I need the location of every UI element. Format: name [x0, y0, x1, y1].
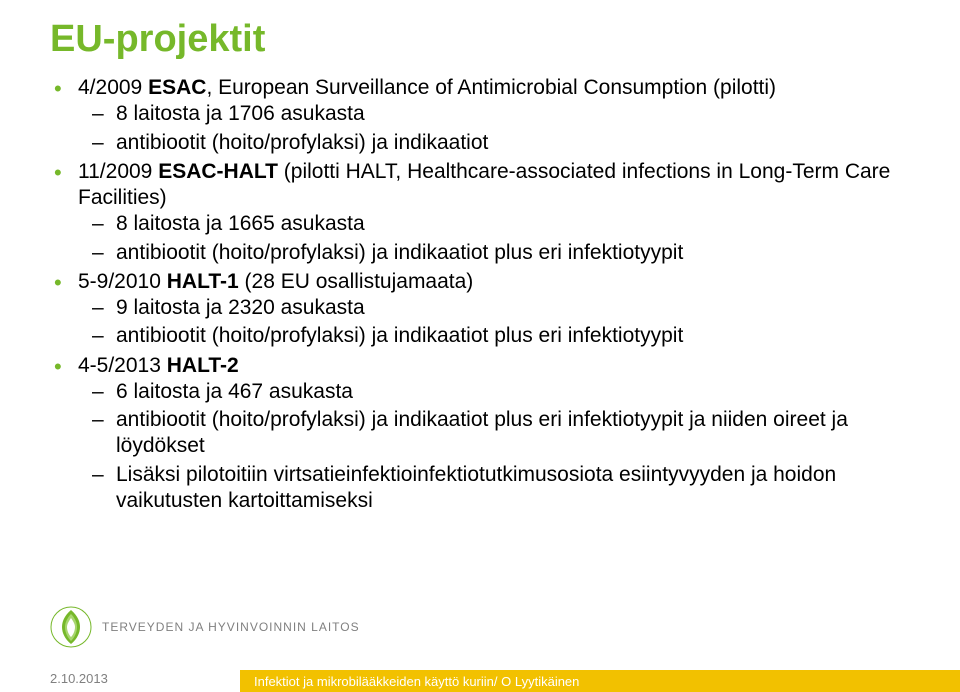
footer-label: Infektiot ja mikrobilääkkeiden käyttö ku…: [254, 674, 579, 689]
sub-item: 8 laitosta ja 1706 asukasta: [116, 101, 910, 127]
logo-icon: [50, 606, 92, 648]
bullet-text: 4-5/2013 HALT-2: [78, 354, 239, 377]
sub-list: 8 laitosta ja 1706 asukasta antibiootit (…: [78, 101, 910, 156]
bullet-text: 4/2009 ESAC, European Surveillance of An…: [78, 76, 776, 99]
footer-date: 2.10.2013: [50, 671, 108, 686]
content-area: 4/2009 ESAC, European Surveillance of An…: [50, 75, 910, 514]
bullet-item: 4-5/2013 HALT-26 laitosta ja 467 asukast…: [78, 353, 910, 515]
bullet-list: 4/2009 ESAC, European Surveillance of An…: [50, 75, 910, 514]
sub-item: Lisäksi pilotoitiin virtsatieinfektioinf…: [116, 462, 910, 515]
footer-bar: Infektiot ja mikrobilääkkeiden käyttö ku…: [240, 670, 960, 692]
bullet-text: 11/2009 ESAC-HALT (pilotti HALT, Healthc…: [78, 160, 890, 209]
sub-item: 9 laitosta ja 2320 asukasta: [116, 295, 910, 321]
sub-item: antibiootit (hoito/profylaksi) ja indika…: [116, 130, 910, 156]
footer: 2.10.2013 Infektiot ja mikrobilääkkeiden…: [0, 664, 960, 692]
bullet-item: 5-9/2010 HALT-1 (28 EU osallistujamaata)…: [78, 269, 910, 350]
sub-item: 6 laitosta ja 467 asukasta: [116, 379, 910, 405]
sub-list: 6 laitosta ja 467 asukastaantibiootit (h…: [78, 379, 910, 514]
sub-item: antibiootit (hoito/profylaksi) ja indika…: [116, 323, 910, 349]
bullet-text: 5-9/2010 HALT-1 (28 EU osallistujamaata): [78, 270, 473, 293]
sub-item: antibiootit (hoito/profylaksi) ja indika…: [116, 407, 910, 460]
slide-title: EU-projektit: [50, 18, 910, 61]
sub-item: 8 laitosta ja 1665 asukasta: [116, 211, 910, 237]
logo-text: TERVEYDEN JA HYVINVOINNIN LAITOS: [102, 620, 360, 634]
bullet-item: 4/2009 ESAC, European Surveillance of An…: [78, 75, 910, 156]
footer-logo: TERVEYDEN JA HYVINVOINNIN LAITOS: [50, 606, 360, 648]
sub-list: 8 laitosta ja 1665 asukasta antibiootit (…: [78, 211, 910, 266]
bullet-item: 11/2009 ESAC-HALT (pilotti HALT, Healthc…: [78, 159, 910, 266]
slide: EU-projektit 4/2009 ESAC, European Surve…: [0, 0, 960, 692]
sub-list: 9 laitosta ja 2320 asukastaantibiootit (…: [78, 295, 910, 350]
sub-item: antibiootit (hoito/profylaksi) ja indika…: [116, 240, 910, 266]
